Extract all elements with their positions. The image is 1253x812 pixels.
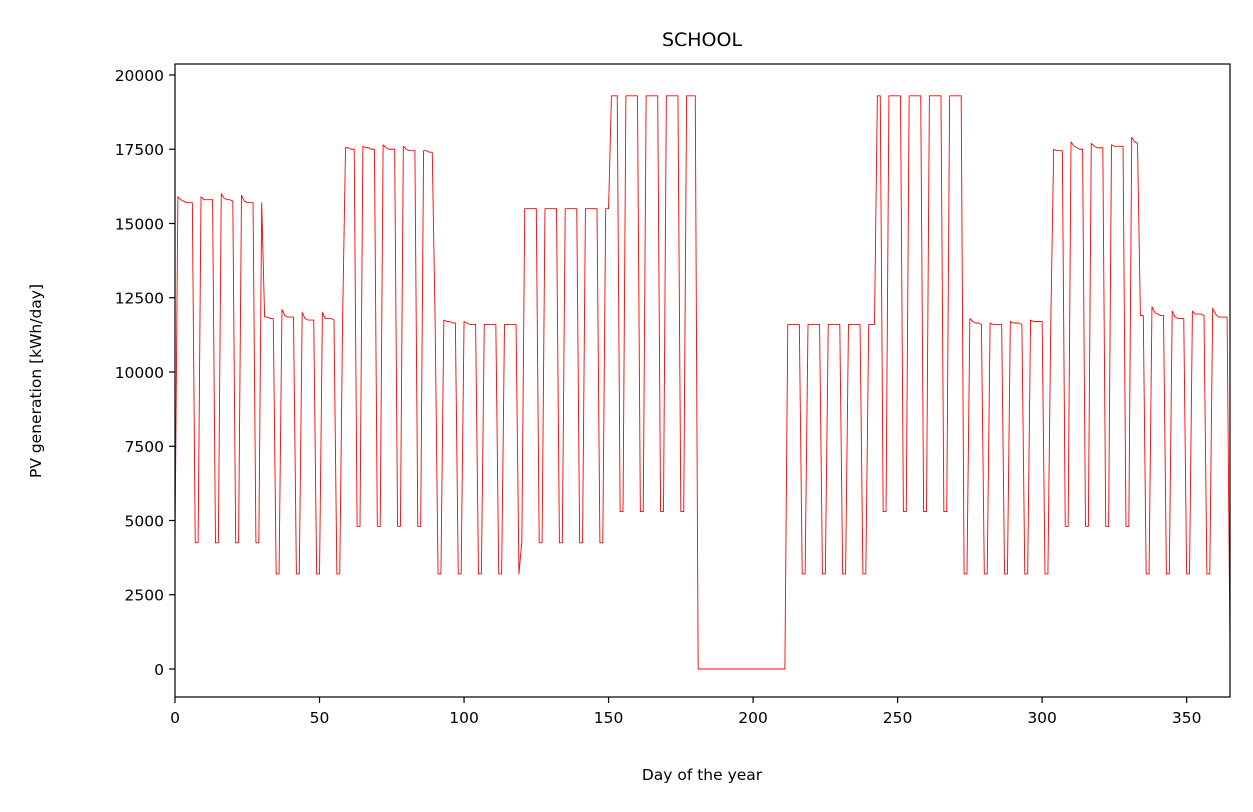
x-tick-label: 150: [594, 709, 624, 727]
y-tick-label: 15000: [115, 215, 164, 233]
chart-title: SCHOOL: [662, 29, 743, 51]
x-axis-label: Day of the year: [642, 766, 763, 784]
x-tick-label: 300: [1027, 709, 1057, 727]
x-tick-label: 350: [1172, 709, 1202, 727]
y-tick-label: 12500: [115, 290, 164, 308]
y-tick-label: 17500: [115, 141, 164, 159]
x-tick-label: 0: [170, 709, 180, 727]
data-line: [174, 95, 1231, 670]
y-tick-label: 20000: [115, 67, 164, 85]
x-tick-label: 100: [449, 709, 479, 727]
plot-frame: [174, 63, 1231, 698]
x-tick-label: 200: [738, 709, 768, 727]
y-tick-label: 2500: [125, 587, 164, 605]
y-tick-label: 5000: [125, 512, 164, 530]
y-tick-label: 10000: [115, 364, 164, 382]
y-tick-label: 0: [154, 661, 164, 679]
x-tick-label: 50: [310, 709, 330, 727]
y-axis-label: PV generation [kWh/day]: [27, 284, 45, 478]
x-tick-label: 250: [883, 709, 913, 727]
y-tick-label: 7500: [125, 438, 164, 456]
